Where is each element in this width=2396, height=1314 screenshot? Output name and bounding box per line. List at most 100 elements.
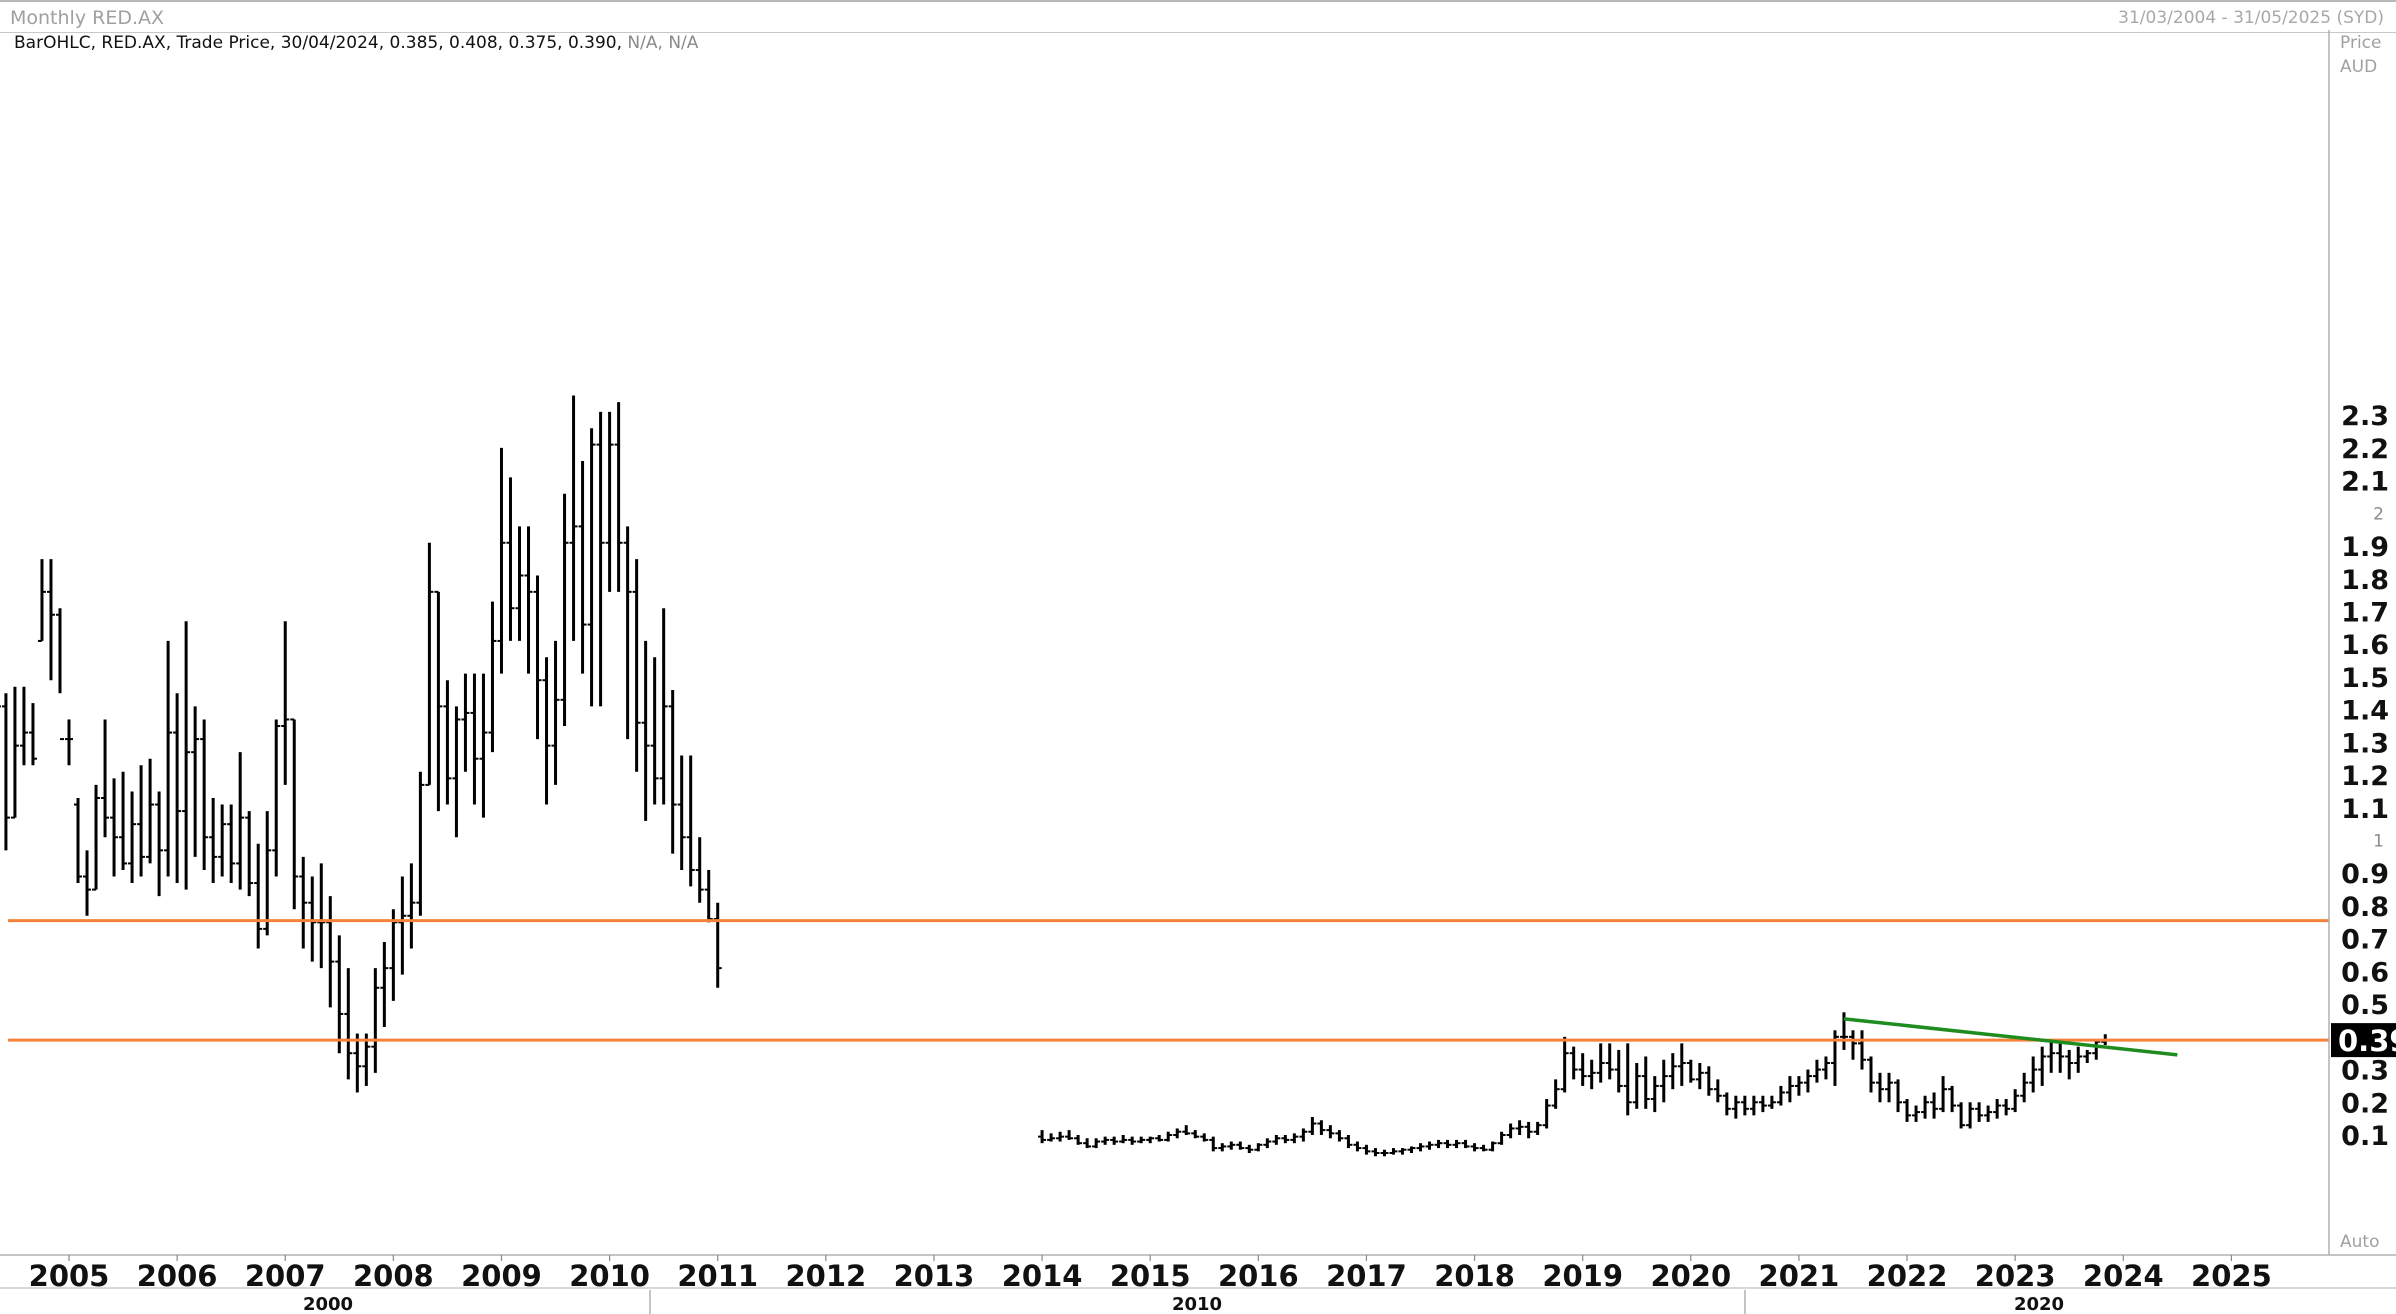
ohlc-bar[interactable]: [1452, 1139, 1461, 1149]
ohlc-bar[interactable]: [200, 719, 209, 870]
ohlc-bar[interactable]: [380, 941, 389, 1028]
ohlc-bar[interactable]: [1038, 1130, 1047, 1144]
ohlc-bar[interactable]: [1380, 1149, 1389, 1157]
ohlc-bar[interactable]: [362, 1033, 371, 1086]
ohlc-bar[interactable]: [1794, 1076, 1803, 1096]
ohlc-bar[interactable]: [353, 1033, 362, 1093]
ohlc-bar[interactable]: [1560, 1036, 1569, 1093]
ohlc-bar[interactable]: [1659, 1059, 1668, 1103]
ohlc-bar[interactable]: [92, 784, 101, 891]
ohlc-bar[interactable]: [2020, 1072, 2029, 1103]
ohlc-bar[interactable]: [1083, 1138, 1092, 1149]
ohlc-bar[interactable]: [488, 601, 497, 753]
ohlc-bar[interactable]: [1857, 1030, 1866, 1070]
ohlc-bar[interactable]: [83, 850, 92, 916]
ohlc-bar[interactable]: [1650, 1076, 1659, 1113]
ohlc-bar[interactable]: [146, 758, 155, 864]
ohlc-bar[interactable]: [515, 526, 524, 641]
ohlc-bar[interactable]: [1155, 1135, 1164, 1142]
ohlc-bar[interactable]: [1488, 1141, 1497, 1152]
ohlc-bar[interactable]: [1758, 1095, 1767, 1113]
ohlc-bar[interactable]: [1218, 1143, 1227, 1152]
ohlc-bar[interactable]: [1, 693, 10, 851]
trendline[interactable]: [1843, 1017, 2178, 1057]
ohlc-bar[interactable]: [2047, 1040, 2056, 1073]
ohlc-bar[interactable]: [1047, 1133, 1056, 1142]
ohlc-bar[interactable]: [1867, 1056, 1875, 1093]
ohlc-bar[interactable]: [533, 575, 542, 740]
ohlc-bar[interactable]: [2092, 1040, 2101, 1060]
ohlc-bar[interactable]: [1749, 1095, 1758, 1116]
ohlc-bar[interactable]: [1443, 1139, 1452, 1149]
ohlc-bar[interactable]: [1497, 1131, 1506, 1145]
ohlc-bar[interactable]: [542, 657, 551, 805]
ohlc-bar[interactable]: [209, 797, 218, 884]
ohlc-bar[interactable]: [1524, 1121, 1533, 1139]
ohlc-bar[interactable]: [1596, 1043, 1605, 1083]
ohlc-bar[interactable]: [1065, 1130, 1074, 1140]
ohlc-bar[interactable]: [1993, 1099, 2002, 1119]
ohlc-bar[interactable]: [398, 876, 407, 975]
ohlc-bar[interactable]: [1362, 1144, 1371, 1155]
ohlc-bar[interactable]: [55, 608, 64, 741]
ohlc-bar[interactable]: [128, 791, 137, 884]
ohlc-bar[interactable]: [335, 935, 344, 1054]
ohlc-bar[interactable]: [281, 621, 290, 785]
ohlc-bar[interactable]: [1146, 1136, 1155, 1144]
ohlc-bar[interactable]: [317, 863, 326, 969]
ohlc-bar[interactable]: [1668, 1053, 1677, 1090]
ohlc-bar[interactable]: [1137, 1136, 1146, 1144]
ohlc-bar[interactable]: [1389, 1148, 1398, 1155]
ohlc-bar[interactable]: [1821, 1056, 1830, 1080]
ohlc-bar[interactable]: [46, 559, 55, 681]
ohlc-bar[interactable]: [2002, 1099, 2011, 1116]
ohlc-bar[interactable]: [173, 693, 182, 884]
ohlc-bar[interactable]: [1912, 1105, 1921, 1122]
ohlc-bar[interactable]: [1623, 1043, 1632, 1116]
ohlc-bar[interactable]: [2029, 1056, 2038, 1093]
ohlc-bar[interactable]: [254, 843, 263, 949]
ohlc-bar[interactable]: [416, 771, 425, 916]
ohlc-bar[interactable]: [623, 526, 632, 740]
ohlc-bar[interactable]: [425, 542, 434, 786]
ohlc-bar[interactable]: [1416, 1143, 1425, 1152]
ohlc-bar[interactable]: [2038, 1046, 2047, 1086]
ohlc-bar[interactable]: [1641, 1056, 1650, 1109]
ohlc-bar[interactable]: [1686, 1059, 1695, 1083]
ohlc-bar[interactable]: [1957, 1102, 1966, 1129]
ohlc-bar[interactable]: [1164, 1131, 1173, 1142]
ohlc-bar[interactable]: [155, 791, 164, 897]
ohlc-bar[interactable]: [1894, 1079, 1903, 1113]
ohlc-bar[interactable]: [1812, 1059, 1821, 1083]
ohlc-bar[interactable]: [1335, 1130, 1344, 1142]
ohlc-bar[interactable]: [10, 686, 19, 819]
ohlc-bar[interactable]: [1776, 1085, 1785, 1106]
ohlc-bar[interactable]: [1839, 1012, 1848, 1050]
ohlc-bar[interactable]: [1569, 1046, 1578, 1080]
ohlc-bar[interactable]: [1803, 1069, 1812, 1093]
ohlc-bar[interactable]: [2074, 1046, 2083, 1073]
ohlc-bar[interactable]: [1182, 1125, 1191, 1135]
ohlc-bar[interactable]: [344, 968, 353, 1080]
ohlc-bar[interactable]: [236, 752, 245, 890]
ohlc-bar[interactable]: [1074, 1135, 1083, 1145]
ohlc-bar[interactable]: [1470, 1143, 1479, 1152]
ohlc-bar[interactable]: [650, 657, 659, 805]
ohlc-bar[interactable]: [371, 968, 380, 1073]
ohlc-bar[interactable]: [479, 673, 488, 818]
ohlc-bar[interactable]: [560, 493, 569, 726]
ohlc-bar[interactable]: [659, 608, 668, 805]
ohlc-bar[interactable]: [1632, 1063, 1641, 1109]
ohlc-bar[interactable]: [2056, 1040, 2065, 1073]
ohlc-bar[interactable]: [1407, 1146, 1416, 1153]
ohlc-bar[interactable]: [1722, 1092, 1731, 1116]
ohlc-bar[interactable]: [1677, 1043, 1686, 1086]
ohlc-bar[interactable]: [587, 428, 596, 707]
ohlc-bar[interactable]: [1236, 1141, 1245, 1150]
ohlc-bar[interactable]: [1876, 1072, 1885, 1103]
ohlc-bar[interactable]: [704, 869, 713, 923]
ohlc-bar[interactable]: [1587, 1059, 1596, 1090]
ohlc-bar[interactable]: [272, 719, 281, 877]
ohlc-bar[interactable]: [1227, 1141, 1236, 1150]
